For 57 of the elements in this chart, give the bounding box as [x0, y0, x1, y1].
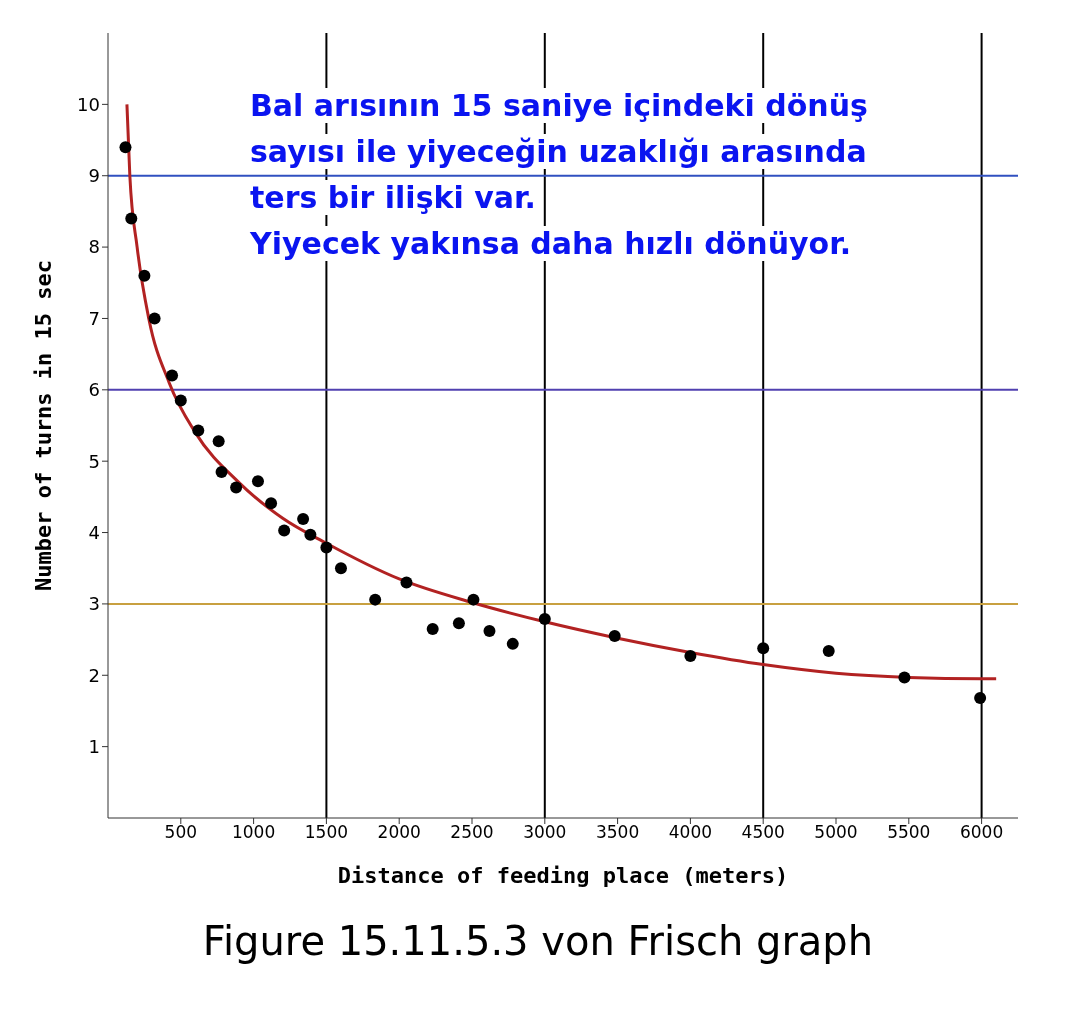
- x-axis-title: Distance of feeding place (meters): [337, 863, 789, 888]
- y-axis-title: Number of turns in 15 sec: [30, 259, 56, 592]
- x-tick-label: 2000: [377, 822, 421, 843]
- point: [212, 435, 225, 448]
- point: [125, 212, 138, 225]
- point: [278, 524, 291, 537]
- x-tick-label: 1000: [231, 822, 276, 843]
- point: [538, 612, 551, 625]
- x-tick-label: 6000: [959, 822, 1004, 843]
- y-tick-label: 4: [88, 521, 100, 543]
- point: [757, 642, 770, 655]
- point: [148, 312, 161, 325]
- point: [265, 497, 278, 510]
- point: [119, 141, 132, 154]
- x-tick-label: 4500: [741, 822, 785, 843]
- point: [334, 562, 347, 575]
- x-tick-label: 3500: [595, 822, 640, 843]
- point: [304, 528, 317, 541]
- caption: Figure 15.11.5.3 von Frisch graph: [201, 918, 875, 964]
- point: [320, 541, 333, 554]
- point: [426, 622, 439, 635]
- point: [251, 475, 264, 488]
- y-tick-label: 2: [88, 664, 100, 686]
- y-tick-label: 1: [88, 736, 100, 758]
- x-tick-label: 2500: [450, 822, 494, 843]
- point: [369, 593, 382, 606]
- point: [166, 369, 179, 382]
- x-tick-label: 5500: [887, 822, 931, 843]
- annotation: Bal arısının 15 saniye içindeki dönüş sayısı ile yiyeceğin uzaklığı arasında ters bir ilişki var. Yiyecek yakınsa daha hızlı dönüyor.: [249, 88, 869, 261]
- point: [898, 671, 911, 684]
- y-tick-label: 3: [88, 593, 100, 615]
- point: [400, 576, 413, 589]
- point: [230, 481, 243, 494]
- y-tick-label: 8: [88, 236, 100, 258]
- y-tick-label: 5: [88, 450, 100, 472]
- point: [974, 692, 987, 705]
- x-tick-label: 3000: [523, 822, 567, 843]
- x-tick-label: 1500: [304, 822, 349, 843]
- point: [215, 465, 228, 478]
- y-tick-label: 7: [88, 307, 100, 329]
- point: [483, 625, 496, 638]
- point: [467, 593, 480, 606]
- x-tick-label: 500: [164, 822, 198, 843]
- point: [138, 269, 151, 282]
- point: [192, 424, 205, 437]
- x-tick-label: 4000: [668, 822, 713, 843]
- point: [174, 394, 187, 407]
- point: [822, 645, 835, 658]
- y-tick-label: 10: [77, 93, 100, 115]
- point: [452, 617, 465, 630]
- point: [608, 630, 621, 643]
- point: [684, 650, 697, 663]
- point: [506, 637, 519, 650]
- point: [297, 512, 310, 525]
- x-tick-label: 5000: [814, 822, 858, 843]
- y-tick-label: 6: [88, 379, 100, 401]
- y-tick-label: 9: [88, 165, 100, 187]
